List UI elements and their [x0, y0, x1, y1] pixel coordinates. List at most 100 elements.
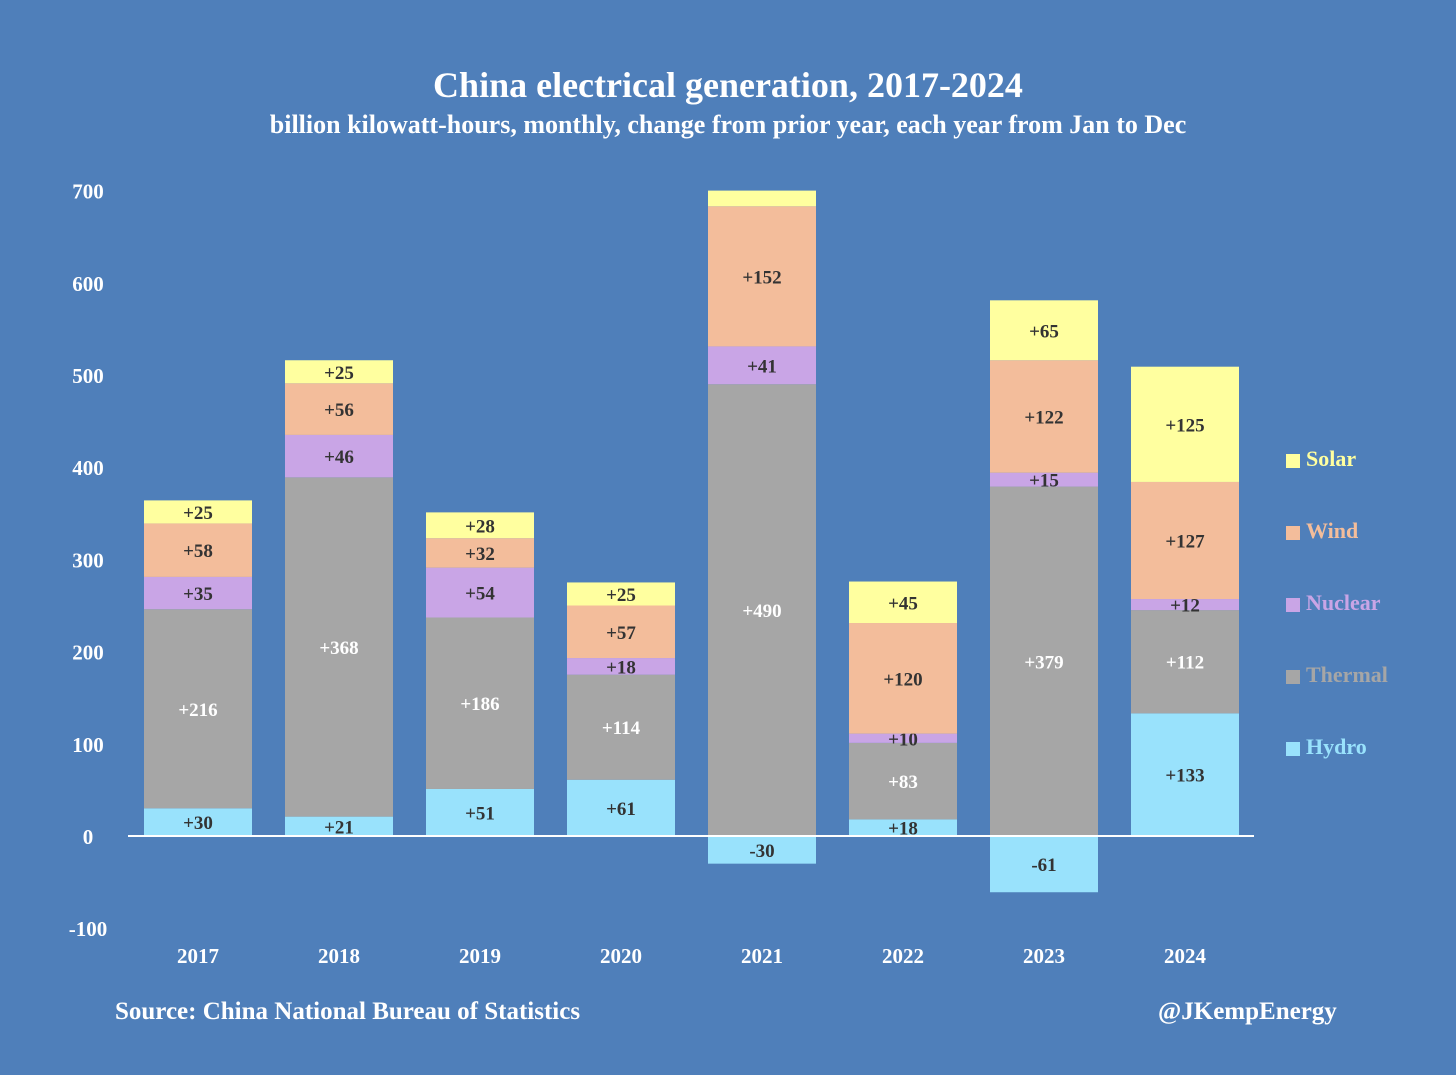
bar-segment-nuclear-2020 — [567, 658, 675, 675]
bar-segment-hydro-2017 — [144, 808, 252, 836]
data-label-thermal-2021: +490 — [742, 601, 781, 622]
x-tick-label: 2024 — [1164, 944, 1207, 968]
data-label-thermal-2022: +83 — [888, 772, 918, 793]
y-tick-label: -100 — [69, 917, 108, 941]
legend-item-solar: Solar — [1286, 446, 1436, 518]
bar-segment-nuclear-2021 — [708, 346, 816, 385]
bar-segment-wind-2019 — [426, 538, 534, 568]
bar-area: +30 +216 +35 +58 +25 +21 +368 +46 +56 +25 +51 +186 +… — [144, 190, 1239, 893]
legend-label: Solar — [1306, 446, 1357, 471]
legend-swatch — [1286, 526, 1300, 540]
bar-segment-nuclear-2024 — [1131, 599, 1239, 611]
data-label-thermal-2024: +112 — [1166, 653, 1204, 674]
bar-segment-nuclear-2018 — [285, 434, 393, 478]
data-label-nuclear-2019: +54 — [465, 584, 495, 605]
legend-item-hydro: Hydro — [1286, 734, 1436, 806]
bar-segment-wind-2021 — [708, 206, 816, 347]
chart-title: China electrical generation, 2017-2024 — [433, 65, 1023, 105]
bar-segment-thermal-2023 — [990, 486, 1098, 836]
bar-segment-solar-2019 — [426, 512, 534, 539]
bar-segment-wind-2024 — [1131, 481, 1239, 600]
data-label-hydro-2019: +51 — [465, 803, 495, 824]
bar-segment-solar-2020 — [567, 582, 675, 606]
data-label-thermal-2017: +216 — [178, 700, 217, 721]
y-axis: -100 0 100 200 300 400 500 600 700 — [69, 180, 108, 942]
bar-segment-solar-2021 — [708, 190, 816, 207]
legend-item-nuclear: Nuclear — [1286, 590, 1436, 662]
data-label-hydro-2022: +18 — [888, 819, 918, 840]
bar-segment-nuclear-2023 — [990, 472, 1098, 487]
legend-item-wind: Wind — [1286, 518, 1436, 590]
y-tick-label: 200 — [72, 641, 104, 665]
data-label-solar-2024: +125 — [1165, 415, 1204, 436]
bar-segment-thermal-2021 — [708, 384, 816, 836]
bar-segment-thermal-2020 — [567, 674, 675, 780]
bar-segment-solar-2018 — [285, 360, 393, 384]
y-tick-label: 300 — [72, 548, 104, 572]
y-tick-label: 700 — [72, 180, 104, 204]
data-label-wind-2022: +120 — [883, 669, 922, 690]
y-tick-label: 500 — [72, 364, 104, 388]
chart-subtitle: billion kilowatt-hours, monthly, change … — [269, 110, 1187, 139]
data-label-wind-2024: +127 — [1165, 531, 1205, 552]
bar-segment-thermal-2024 — [1131, 610, 1239, 714]
bar-segment-hydro-2018 — [285, 816, 393, 836]
x-axis: 2017 2018 2019 2020 2021 2022 2023 2024 — [177, 944, 1207, 968]
bar-segment-nuclear-2019 — [426, 567, 534, 618]
bar-segment-nuclear-2022 — [849, 733, 957, 743]
x-tick-label: 2021 — [741, 944, 783, 968]
bar-segment-wind-2018 — [285, 383, 393, 435]
bar-segment-wind-2023 — [990, 360, 1098, 473]
data-label-hydro-2023: -61 — [1031, 855, 1056, 876]
data-label-thermal-2020: +114 — [602, 718, 641, 739]
legend-label: Wind — [1306, 518, 1359, 543]
bar-segment-hydro-2020 — [567, 779, 675, 836]
legend-swatch — [1286, 742, 1300, 756]
bar-segment-hydro-2019 — [426, 788, 534, 836]
x-tick-label: 2019 — [459, 944, 501, 968]
data-label-nuclear-2018: +46 — [324, 447, 354, 468]
data-label-hydro-2020: +61 — [606, 799, 636, 820]
legend-label: Hydro — [1306, 734, 1367, 759]
x-tick-label: 2020 — [600, 944, 642, 968]
data-label-solar-2023: +65 — [1029, 321, 1059, 342]
data-label-thermal-2019: +186 — [460, 694, 499, 715]
y-tick-label: 600 — [72, 272, 104, 296]
bar-segment-thermal-2018 — [285, 477, 393, 817]
y-tick-label: 400 — [72, 456, 104, 480]
bar-segment-solar-2024 — [1131, 366, 1239, 482]
data-label-thermal-2018: +368 — [319, 638, 358, 659]
legend-label: Nuclear — [1306, 590, 1381, 615]
data-label-nuclear-2023: +15 — [1029, 471, 1059, 492]
data-label-hydro-2018: +21 — [324, 817, 354, 838]
data-label-thermal-2023: +379 — [1024, 652, 1063, 673]
legend-swatch — [1286, 670, 1300, 684]
data-label-hydro-2017: +30 — [183, 813, 213, 834]
author-handle: @JKempEnergy — [1158, 998, 1337, 1025]
bar-segment-wind-2022 — [849, 623, 957, 734]
x-tick-label: 2017 — [177, 944, 219, 968]
bar-segment-thermal-2022 — [849, 742, 957, 820]
y-tick-label: 100 — [72, 733, 104, 757]
legend: Solar Wind Nuclear Thermal Hydro — [1286, 446, 1436, 806]
bar-segment-wind-2017 — [144, 523, 252, 577]
legend-swatch — [1286, 454, 1300, 468]
x-tick-label: 2023 — [1023, 944, 1065, 968]
legend-label: Thermal — [1306, 662, 1388, 687]
bar-segment-hydro-2024 — [1131, 713, 1239, 836]
data-label-nuclear-2017: +35 — [183, 584, 213, 605]
data-label-solar-2022: +45 — [888, 593, 918, 614]
x-tick-label: 2022 — [882, 944, 924, 968]
bar-segment-hydro-2022 — [849, 819, 957, 836]
data-label-wind-2021: +152 — [742, 267, 781, 288]
bar-segment-hydro-2021 — [708, 836, 816, 864]
bar-segment-thermal-2019 — [426, 617, 534, 789]
data-label-hydro-2024: +133 — [1165, 766, 1204, 787]
data-label-wind-2019: +32 — [465, 544, 495, 565]
data-label-nuclear-2021: +41 — [747, 356, 777, 377]
data-label-wind-2020: +57 — [606, 623, 636, 644]
bar-segment-nuclear-2017 — [144, 576, 252, 610]
data-label-solar-2017: +25 — [183, 503, 213, 524]
data-label-solar-2020: +25 — [606, 585, 636, 606]
